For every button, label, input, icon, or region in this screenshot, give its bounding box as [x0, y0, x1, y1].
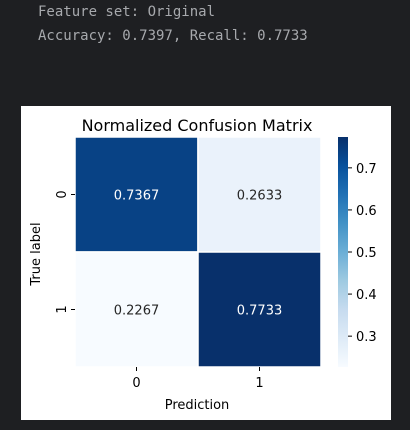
heatmap-cell-1-0 [74, 251, 199, 368]
y-tick-label-1: 1 [55, 305, 70, 313]
y-axis-label: True label [29, 222, 44, 286]
colorbar-tick-label-4: 0.7 [356, 162, 377, 177]
confusion-matrix-figure: Normalized Confusion Matrix 0.7367 0.2633… [21, 106, 391, 420]
colorbar [338, 137, 348, 367]
cell-annotation-1-0: 0.2267 [114, 304, 160, 319]
confusion-matrix-chart: Normalized Confusion Matrix 0.7367 0.2633… [29, 116, 377, 413]
colorbar-tick-label-0: 0.3 [356, 330, 377, 345]
chart-title: Normalized Confusion Matrix [82, 116, 313, 135]
x-tick-label-0: 0 [132, 376, 140, 391]
output-metrics-line: Accuracy: 0.7397, Recall: 0.7733 [38, 28, 308, 44]
colorbar-tick-label-1: 0.4 [356, 288, 377, 303]
colorbar-tick-label-2: 0.5 [356, 246, 377, 261]
y-tick-label-0: 0 [55, 190, 70, 198]
cell-annotation-0-0: 0.7367 [114, 189, 160, 204]
heatmap-cell-0-0 [74, 136, 199, 253]
heatmap-cell-1-1 [197, 251, 322, 368]
output-feature-set-line: Feature set: Original [38, 4, 216, 20]
cell-annotation-1-1: 0.7733 [237, 304, 283, 319]
colorbar-tick-label-3: 0.6 [356, 204, 377, 219]
cell-annotation-0-1: 0.2633 [237, 189, 283, 204]
heatmap-cell-0-1 [197, 136, 322, 253]
x-tick-label-1: 1 [255, 376, 263, 391]
x-axis-label: Prediction [165, 398, 230, 413]
